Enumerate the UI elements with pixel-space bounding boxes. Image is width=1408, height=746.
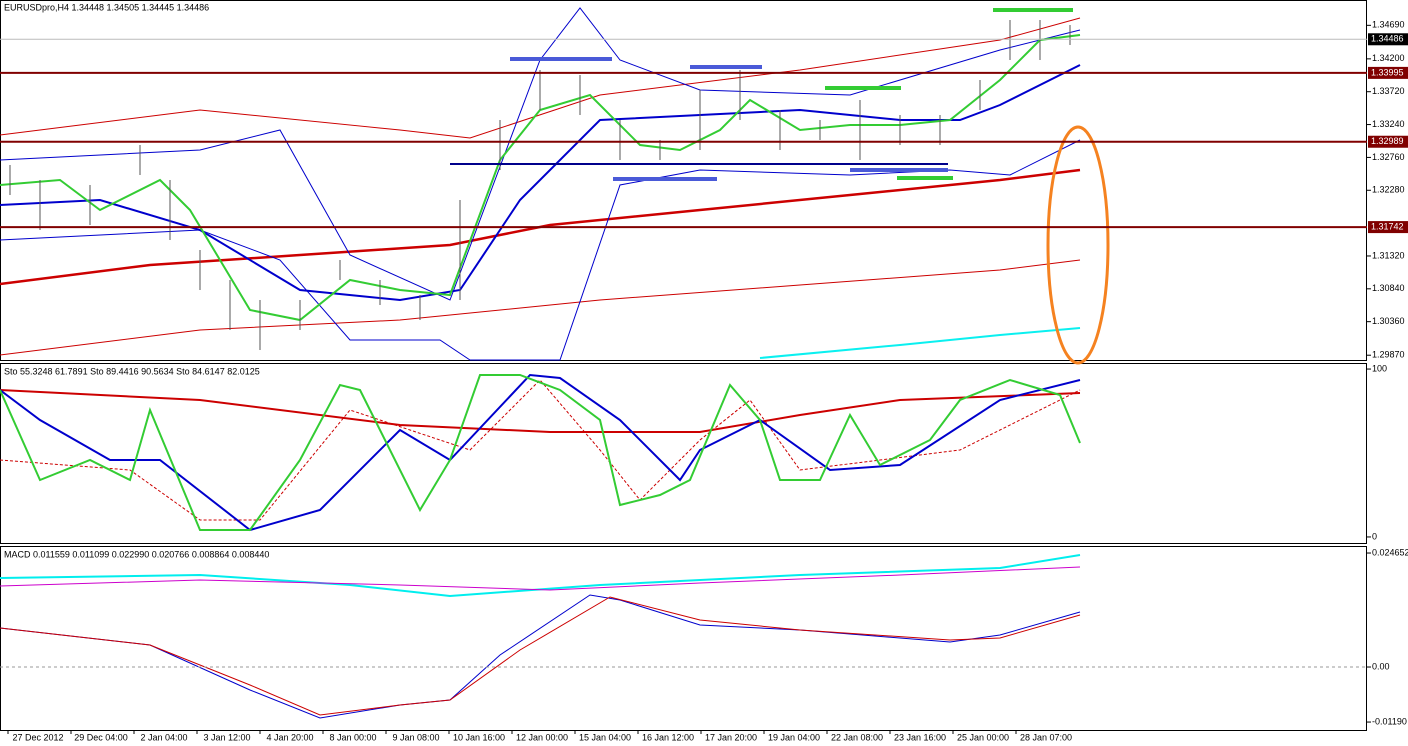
y-tick-label: 1.30840 [1372,283,1405,293]
macd-line [0,596,1081,716]
highlight-ellipse [1046,125,1110,365]
time-label: 27 Dec 2012 [12,732,63,742]
time-label: 19 Jan 04:00 [768,732,820,742]
time-label: 15 Jan 04:00 [579,732,631,742]
y-tick-label: 0.00 [1372,661,1390,671]
indicators [0,7,1110,719]
price-label-box [1368,33,1408,46]
y-tick-label: 1.32760 [1372,152,1405,162]
y-tick-label: 1.33720 [1372,86,1405,96]
time-label: 12 Jan 00:00 [516,732,568,742]
time-label: 10 Jan 16:00 [453,732,505,742]
ma-line [0,34,1081,322]
stoch-line [0,373,1081,532]
macd-line [0,594,1081,719]
y-tick-label: 1.29870 [1372,350,1405,360]
time-label: 17 Jan 20:00 [705,732,757,742]
time-label: 9 Jan 08:00 [392,732,439,742]
time-label: 22 Jan 08:00 [831,732,883,742]
main-panel [0,0,1367,361]
stoch-line [0,379,1081,521]
y-tick-label: 1.31320 [1372,250,1405,260]
level-marks [510,8,1073,181]
price-label: 1.34486 [1371,34,1404,44]
time-label: 16 Jan 12:00 [642,732,694,742]
stoch-panel [0,363,1367,544]
candles [9,20,1071,350]
y-tick-label: 1.34200 [1372,53,1405,63]
y-tick-label: 1.30360 [1372,316,1405,326]
price-label: 1.32989 [1371,136,1404,146]
time-label: 28 Jan 07:00 [1020,732,1072,742]
time-label: 25 Jan 00:00 [957,732,1009,742]
time-label: 2 Jan 04:00 [140,732,187,742]
y-tick-label: 1.33240 [1372,119,1405,129]
stoch-line [0,374,1081,531]
time-label: 23 Jan 16:00 [894,732,946,742]
macd-line [0,554,1081,598]
price-label: 1.31742 [1371,221,1404,231]
price-label-box [1368,221,1408,234]
stoch-header: Sto 55.3248 61.7891 Sto 89.4416 90.5634 … [4,366,260,376]
time-label: 29 Dec 04:00 [74,732,128,742]
y-tick-label: 100 [1372,363,1387,373]
main-header: EURUSDpro,H4 1.34448 1.34505 1.34445 1.3… [4,2,209,12]
time-label: 3 Jan 12:00 [203,732,250,742]
macd-line [0,566,1081,591]
y-tick-label: 0.024652 [1372,547,1408,557]
price-label-box [1368,135,1408,148]
band-line [0,139,1081,361]
macd-panel [0,546,1367,731]
y-tick-label: 0 [1372,531,1377,541]
price-label-box [1368,66,1408,79]
time-label: 4 Jan 20:00 [266,732,313,742]
ma-line [759,327,1081,359]
y-tick-label: 1.32280 [1372,185,1405,195]
band-line [0,259,1081,356]
stoch-line [0,389,1081,433]
price-label: 1.33995 [1371,67,1404,77]
time-label: 8 Jan 00:00 [329,732,376,742]
y-tick-label: 1.34690 [1372,20,1405,30]
y-tick-label: -0.01190 [1372,716,1407,726]
macd-header: MACD 0.011559 0.011099 0.022990 0.020766… [4,549,269,559]
